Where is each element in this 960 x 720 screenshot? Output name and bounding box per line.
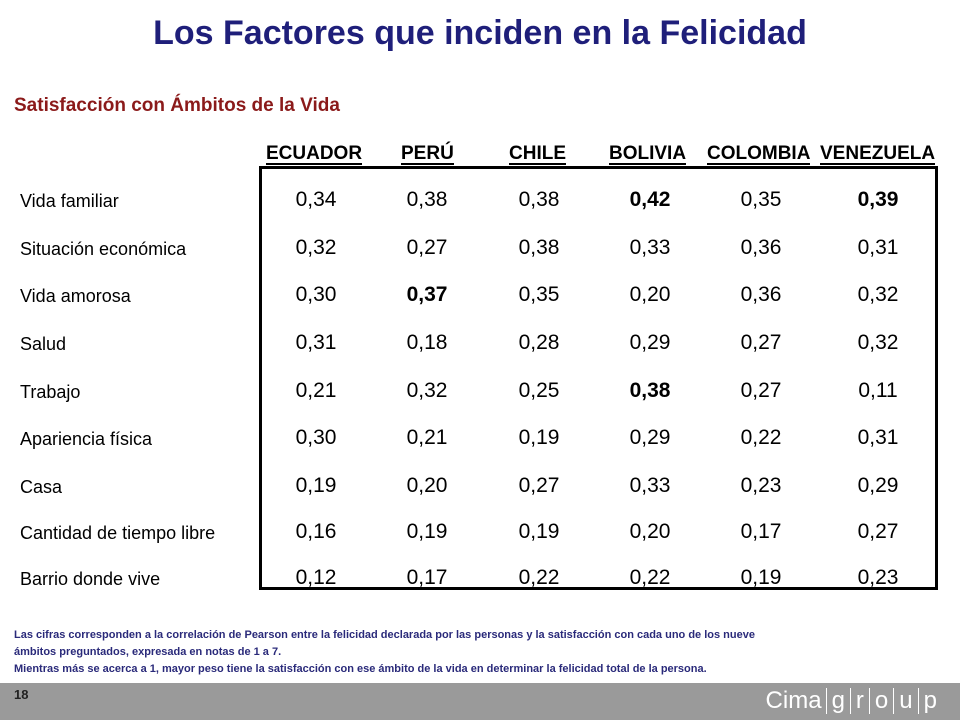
table-cell: 0,38	[518, 236, 560, 259]
table-cell: 0,20	[629, 283, 671, 306]
header-underline	[820, 163, 935, 165]
logo-separator	[849, 688, 851, 714]
header-underline	[266, 163, 362, 165]
table-cell: 0,31	[857, 236, 899, 259]
row-label: Apariencia física	[20, 429, 153, 449]
table-cell: 0,29	[857, 474, 899, 497]
page-subtitle: Satisfacción con Ámbitos de la Vida	[14, 95, 340, 116]
logo-separator	[917, 688, 919, 714]
table-cell: 0,35	[518, 283, 560, 306]
row-label: Salud	[20, 334, 67, 354]
logo-letter: o	[874, 687, 889, 714]
column-header: ECUADOR	[266, 143, 363, 164]
table-cell: 0,19	[740, 566, 782, 589]
table-cell: 0,34	[295, 188, 337, 211]
column-header: CHILE	[509, 143, 566, 164]
table-cell: 0,32	[857, 331, 899, 354]
row-label: Trabajo	[20, 382, 81, 402]
logo-text-main: Cima	[765, 687, 822, 714]
table-cell: 0,42	[629, 188, 671, 211]
table-cell: 0,21	[295, 379, 337, 402]
table-cell: 0,30	[295, 426, 337, 449]
table-cell: 0,11	[858, 379, 898, 402]
table-cell: 0,33	[629, 474, 671, 497]
logo-separator	[868, 688, 870, 714]
logo-separator	[825, 688, 827, 714]
table-cell: 0,27	[740, 379, 782, 402]
table-cell: 0,17	[740, 520, 782, 543]
row-label: Barrio donde vive	[20, 569, 161, 589]
table-cell: 0,19	[295, 474, 337, 497]
table-cell: 0,29	[629, 426, 671, 449]
page-title: Los Factores que inciden en la Felicidad	[153, 14, 807, 52]
column-header: VENEZUELA	[820, 143, 936, 164]
table-cell: 0,32	[295, 236, 337, 259]
table-cell: 0,23	[857, 566, 899, 589]
table-cell: 0,25	[518, 379, 560, 402]
table-cell: 0,27	[406, 236, 448, 259]
footnote-line: Mientras más se acerca a 1, mayor peso t…	[14, 663, 707, 675]
table-cell: 0,22	[740, 426, 782, 449]
table-cell: 0,30	[295, 283, 337, 306]
row-label: Vida amorosa	[20, 286, 131, 306]
table-cell: 0,32	[857, 283, 899, 306]
table-cell: 0,33	[629, 236, 671, 259]
row-label: Situación económica	[20, 239, 187, 259]
logo-letter: r	[855, 687, 864, 714]
logo-separator	[893, 688, 895, 714]
table-cell: 0,19	[406, 520, 448, 543]
table-border	[259, 166, 938, 590]
row-label: Cantidad de tiempo libre	[20, 523, 216, 543]
table-cell: 0,38	[406, 188, 448, 211]
row-label: Vida familiar	[20, 191, 119, 211]
table-cell: 0,31	[857, 426, 899, 449]
row-label: Casa	[20, 477, 63, 497]
table-cell: 0,35	[740, 188, 782, 211]
table-cell: 0,28	[518, 331, 560, 354]
table-cell: 0,16	[295, 520, 337, 543]
table-cell: 0,29	[629, 331, 671, 354]
table-cell: 0,38	[629, 379, 671, 402]
logo-letter: p	[923, 687, 937, 714]
table-cell: 0,12	[295, 566, 337, 589]
table-cell: 0,19	[518, 426, 560, 449]
table-cell: 0,36	[740, 283, 782, 306]
table-cell: 0,36	[740, 236, 782, 259]
header-underline	[401, 163, 454, 165]
footnote: Las cifras corresponden a la correlación…	[14, 627, 944, 678]
table-cell: 0,19	[518, 520, 560, 543]
table-cell: 0,39	[857, 188, 899, 211]
table-cell: 0,27	[740, 331, 782, 354]
table-cell: 0,27	[518, 474, 560, 497]
header-underline	[509, 163, 566, 165]
table-cell: 0,37	[406, 283, 448, 306]
table-cell: 0,21	[406, 426, 448, 449]
column-header: COLOMBIA	[707, 143, 811, 164]
header-underline	[609, 163, 686, 165]
table-cell: 0,22	[629, 566, 671, 589]
logo-letter: u	[899, 687, 913, 714]
header-underline	[707, 163, 810, 165]
table-cell: 0,27	[857, 520, 899, 543]
table-cell: 0,17	[406, 566, 448, 589]
table-cell: 0,23	[740, 474, 782, 497]
table-cell: 0,31	[295, 331, 337, 354]
page-number: 18	[14, 687, 29, 702]
table-cell: 0,20	[406, 474, 448, 497]
table-cell: 0,18	[406, 331, 448, 354]
footnote-line: ámbitos preguntados, expresada en notas …	[14, 646, 282, 658]
table-cell: 0,22	[518, 566, 560, 589]
table-cell: 0,20	[629, 520, 671, 543]
column-header: PERÚ	[401, 143, 454, 164]
footnote-line: Las cifras corresponden a la correlación…	[14, 629, 755, 641]
table-cell: 0,38	[518, 188, 560, 211]
column-header: BOLIVIA	[609, 143, 687, 164]
logo-letter: g	[831, 687, 845, 714]
table-cell: 0,32	[406, 379, 448, 402]
